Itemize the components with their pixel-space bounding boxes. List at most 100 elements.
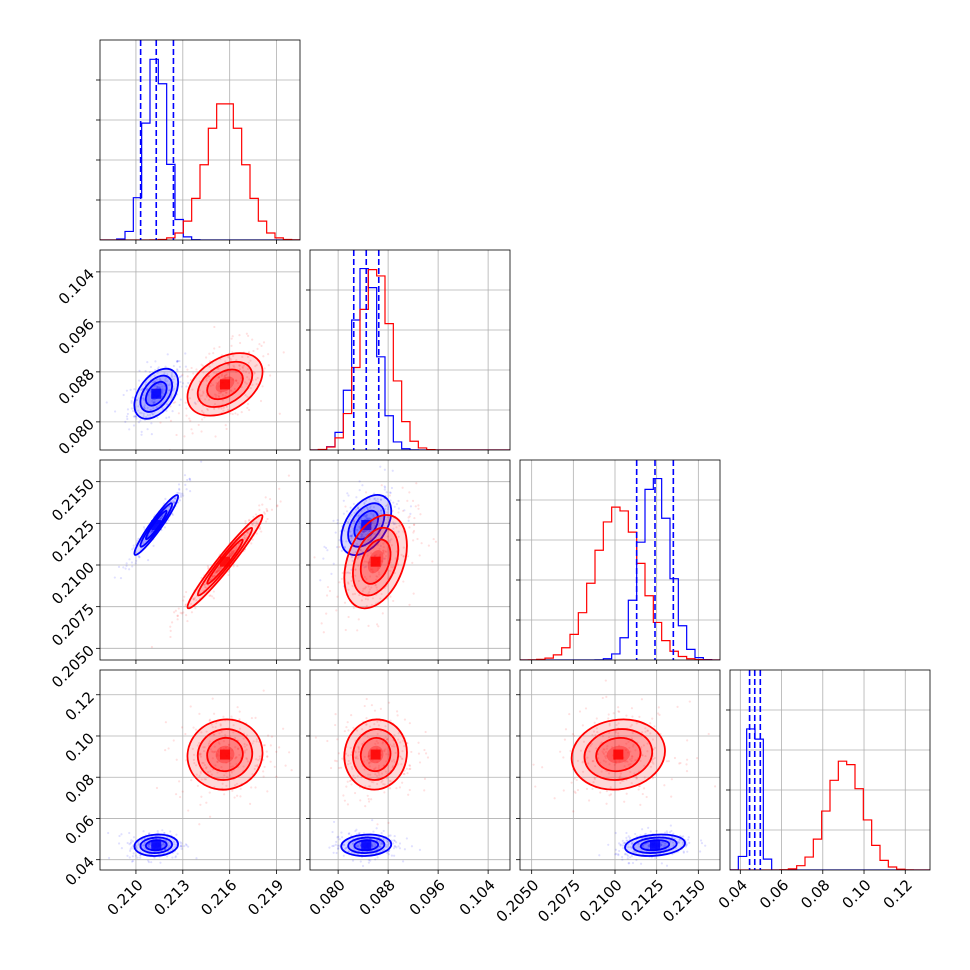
scatter-point: [686, 838, 690, 841]
scatter-point: [384, 554, 388, 558]
scatter-point: [269, 374, 272, 377]
scatter-point: [406, 742, 409, 745]
scatter-point: [151, 529, 154, 533]
y-tick-label: 0.096: [55, 315, 98, 358]
scatter-point: [206, 565, 209, 568]
scatter-point: [638, 785, 641, 788]
scatter-point: [177, 483, 181, 486]
scatter-point: [211, 750, 214, 753]
scatter-point: [219, 390, 223, 394]
density-peak: [151, 840, 162, 851]
scatter-point: [245, 758, 249, 761]
scatter-point: [213, 407, 216, 411]
scatter-point: [409, 512, 412, 515]
scatter-point: [657, 712, 660, 715]
scatter-point: [150, 408, 153, 412]
scatter-point: [154, 360, 157, 363]
scatter-point: [363, 587, 367, 590]
scatter-point: [345, 510, 349, 513]
scatter-point: [629, 770, 632, 773]
scatter-point: [143, 837, 147, 840]
scatter-point: [343, 844, 346, 847]
scatter-point: [208, 374, 211, 378]
scatter-point: [345, 785, 348, 788]
scatter-point: [348, 779, 352, 783]
scatter-point: [262, 370, 266, 373]
scatter-point: [356, 845, 359, 848]
scatter-point: [672, 832, 675, 835]
scatter-point: [239, 795, 242, 798]
scatter-point: [131, 548, 134, 551]
scatter-point: [243, 745, 246, 748]
scatter-point: [174, 856, 177, 859]
scatter-point: [269, 760, 272, 763]
scatter-point: [607, 843, 610, 846]
scatter-point: [344, 505, 347, 508]
x-tick-label: 0.2100: [576, 876, 626, 926]
scatter-point: [606, 745, 609, 748]
scatter-point: [349, 746, 352, 749]
scatter-point: [170, 621, 174, 624]
scatter-point: [677, 841, 681, 844]
scatter-point: [624, 748, 628, 752]
scatter-point: [195, 857, 198, 860]
scatter-point: [401, 781, 404, 784]
scatter-point: [169, 629, 172, 632]
scatter-point: [370, 798, 373, 801]
scatter-point: [363, 508, 366, 511]
scatter-point: [146, 406, 149, 410]
scatter-point: [212, 576, 215, 579]
scatter-point: [234, 379, 238, 382]
scatter-point: [367, 538, 370, 541]
scatter-point: [228, 734, 232, 738]
scatter-point: [635, 777, 638, 780]
scatter-point: [217, 570, 220, 573]
scatter-point: [619, 781, 622, 785]
scatter-point: [390, 544, 394, 547]
scatter-point: [365, 697, 368, 701]
scatter-point: [209, 594, 212, 597]
scatter-point: [625, 760, 628, 763]
scatter-point: [166, 373, 169, 376]
scatter-point: [135, 559, 138, 562]
scatter-point: [408, 515, 411, 518]
scatter-point: [225, 427, 228, 431]
panel-background: [100, 670, 300, 870]
scatter-point: [179, 398, 182, 401]
scatter-point: [149, 408, 152, 411]
scatter-point: [377, 766, 380, 769]
scatter-point: [627, 845, 630, 849]
scatter-point: [641, 731, 644, 734]
scatter-point: [398, 847, 402, 850]
scatter-point: [278, 412, 281, 415]
scatter-point: [350, 568, 353, 571]
scatter-point: [587, 799, 591, 802]
scatter-point: [644, 727, 647, 730]
scatter-point: [617, 842, 621, 845]
scatter-point: [384, 770, 387, 773]
scatter-point: [223, 793, 226, 796]
scatter-point: [253, 371, 256, 374]
scatter-point: [202, 392, 205, 395]
scatter-point: [132, 424, 136, 427]
scatter-point: [266, 790, 269, 793]
scatter-point: [373, 723, 376, 726]
scatter-point: [368, 754, 371, 757]
scatter-point: [398, 524, 401, 527]
scatter-point: [284, 764, 287, 767]
scatter-point: [132, 415, 136, 418]
scatter-point: [188, 397, 191, 400]
scatter-point: [534, 785, 537, 788]
scatter-point: [562, 756, 565, 759]
scatter-point: [172, 387, 176, 390]
scatter-point: [356, 757, 359, 760]
scatter-point: [215, 394, 218, 397]
scatter-point: [147, 859, 150, 862]
scatter-point: [194, 728, 198, 731]
scatter-point: [368, 498, 371, 501]
scatter-point: [576, 759, 580, 762]
scatter-point: [262, 355, 265, 358]
scatter-point: [260, 530, 263, 533]
scatter-point: [380, 592, 383, 596]
scatter-point: [541, 766, 544, 769]
